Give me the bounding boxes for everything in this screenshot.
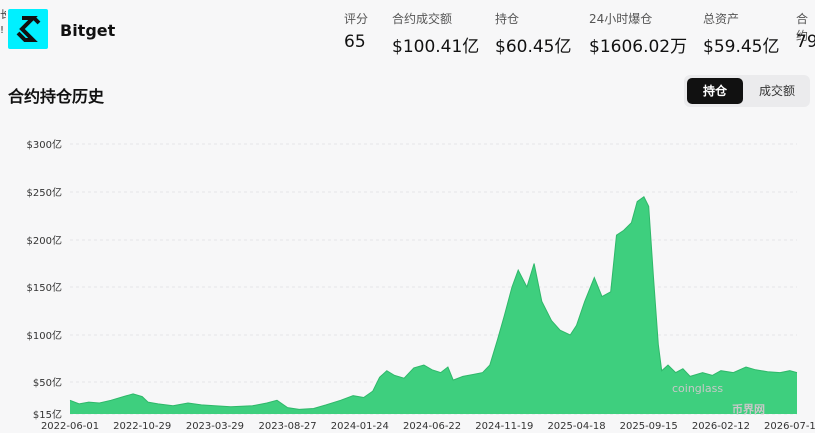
stat-label: 总资产 <box>703 12 740 26</box>
y-tick-label: $250亿 <box>27 186 62 199</box>
y-tick-label: $150亿 <box>27 281 62 294</box>
x-tick-label: 2024-11-19 <box>475 421 533 432</box>
open-interest-chart: $15亿 $50亿 $100亿 $150亿 $200亿 $250亿 $300亿 2022-0… <box>27 138 815 432</box>
x-tick-label: 2024-01-24 <box>331 421 389 432</box>
y-tick-label: $200亿 <box>27 234 62 247</box>
x-tick-label: 2025-04-18 <box>547 421 605 432</box>
clipped-edge-text: 长 ! <box>0 8 6 38</box>
stat-label: 持仓 <box>495 12 520 26</box>
section-title: 合约持仓历史 <box>8 87 105 106</box>
x-tick-label: 2023-08-27 <box>259 421 317 432</box>
x-tick-label: 2026-07-12 <box>764 421 815 432</box>
clipped-edge-char: 长 <box>0 10 6 21</box>
x-tick-label: 2025-09-15 <box>620 421 678 432</box>
site-watermark: 币界网 <box>732 403 765 416</box>
chart-mode-toggle: 持仓 成交额 <box>684 75 810 107</box>
stat-value: $60.45亿 <box>495 37 572 57</box>
stat-value: 79 <box>796 32 815 52</box>
tab-volume[interactable]: 成交额 <box>758 84 795 98</box>
plot-area <box>69 196 798 414</box>
stat-liquidations-24h: 24小时爆仓 $1606.02万 <box>589 10 687 57</box>
watermarks: coinglass 币界网 <box>672 382 765 416</box>
stat-value: $59.45亿 <box>703 37 780 57</box>
stat-total-assets: 总资产 $59.45亿 <box>703 10 779 57</box>
open-interest-line <box>69 196 798 410</box>
x-tick-label: 2022-06-01 <box>41 421 99 432</box>
coinglass-watermark: coinglass <box>672 382 723 395</box>
tab-open-interest[interactable]: 持仓 <box>687 78 743 104</box>
stat-label: 24小时爆仓 <box>589 12 653 26</box>
x-tick-label: 2026-02-12 <box>692 421 750 432</box>
stat-value: $100.41亿 <box>392 37 480 57</box>
stat-rating: 评分 65 <box>344 10 368 52</box>
x-tick-label: 2024-06-22 <box>403 421 461 432</box>
stat-label: 合约成交额 <box>392 12 453 26</box>
bitget-logo-icon <box>8 9 48 49</box>
stat-label: 评分 <box>344 12 369 26</box>
stat-open-interest: 持仓 $60.45亿 <box>495 10 571 57</box>
x-tick-label: 2022-10-29 <box>113 421 171 432</box>
stat-value: 65 <box>344 32 366 52</box>
y-tick-label: $100亿 <box>27 329 62 342</box>
exchange-name: Bitget <box>60 21 116 40</box>
y-tick-label: $50亿 <box>33 376 62 389</box>
stat-contracts: 合约 79 <box>796 10 815 52</box>
y-axis-labels: $15亿 $50亿 $100亿 $150亿 $200亿 $250亿 $300亿 <box>27 138 62 421</box>
y-tick-label: $15亿 <box>33 408 62 421</box>
stat-value: $1606.02万 <box>589 37 688 57</box>
stat-futures-volume: 合约成交额 $100.41亿 <box>392 10 479 57</box>
clipped-edge-char: ! <box>0 25 5 36</box>
x-tick-label: 2023-03-29 <box>186 421 244 432</box>
y-tick-label: $300亿 <box>27 138 62 151</box>
x-axis-labels: 2022-06-01 2022-10-29 2023-03-29 2023-08-27… <box>41 421 815 432</box>
stat-label: 合约 <box>796 12 809 43</box>
